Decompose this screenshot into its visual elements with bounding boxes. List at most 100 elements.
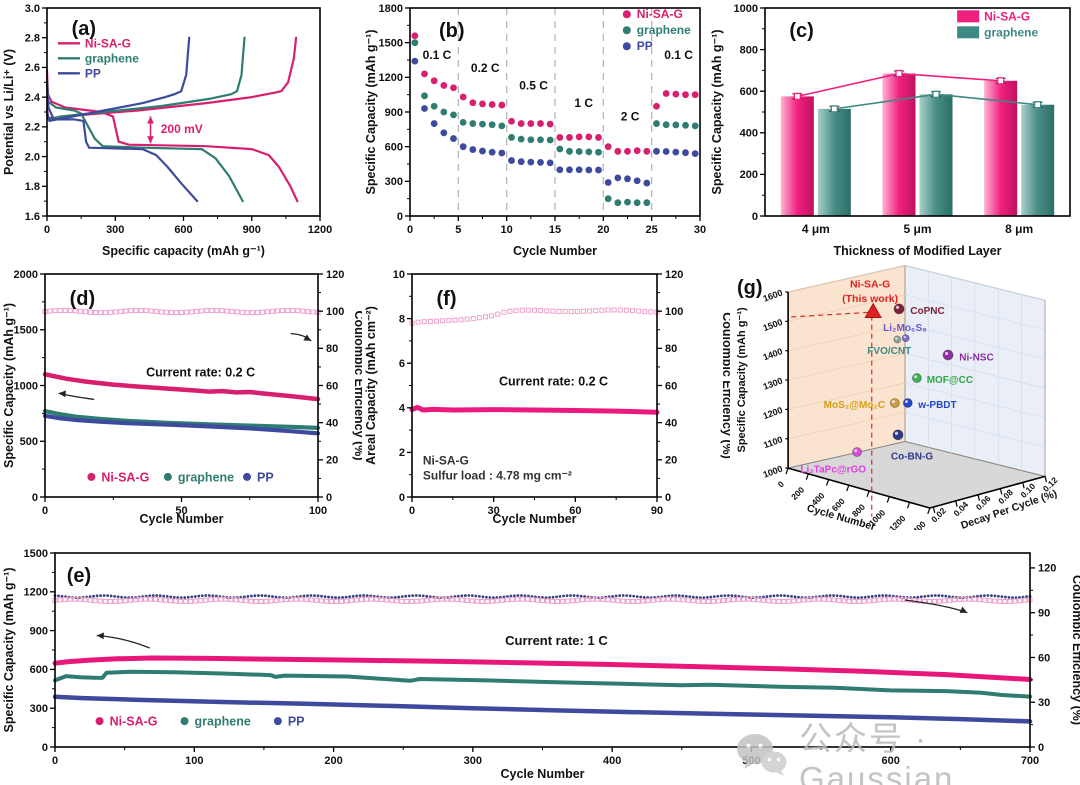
- svg-text:Cycle Number: Cycle Number: [139, 512, 223, 526]
- svg-text:600: 600: [740, 86, 758, 98]
- panel-f-areal-capacity: Current rate: 0.2 C Ni-SA-G Sulfur load : …: [362, 262, 730, 530]
- svg-text:2 C: 2 C: [621, 110, 640, 124]
- axes-b: 0 5 10 15 20 25 300300600900120015001800Cycle …: [364, 3, 706, 258]
- svg-text:1200: 1200: [308, 224, 332, 236]
- svg-text:0: 0: [407, 224, 413, 236]
- series-Ni-SA-G: [411, 32, 699, 155]
- svg-text:1.8: 1.8: [25, 181, 40, 193]
- legend-d: Ni-SA-G graphene PP: [87, 470, 274, 484]
- series-CE pink: [52, 596, 1033, 604]
- svg-text:60: 60: [665, 380, 677, 392]
- series-graphene: [53, 669, 1032, 699]
- svg-text:0: 0: [52, 755, 58, 767]
- watermark: 公众号 · Gaussian: [735, 712, 1080, 785]
- svg-text:0: 0: [397, 211, 403, 223]
- svg-text:0: 0: [42, 505, 48, 517]
- svg-text:Li₂TaPc@rGO: Li₂TaPc@rGO: [800, 465, 866, 476]
- series-Ni-SA-G discharge: [45, 69, 299, 203]
- svg-text:Specific capacity (mAh g⁻¹): Specific capacity (mAh g⁻¹): [102, 244, 265, 258]
- svg-text:0: 0: [399, 492, 405, 504]
- svg-text:600: 600: [174, 224, 192, 236]
- svg-text:Specific Capacity (mAh g⁻¹): Specific Capacity (mAh g⁻¹): [364, 30, 378, 195]
- svg-text:5: 5: [455, 224, 461, 236]
- svg-text:Cycle Number: Cycle Number: [492, 512, 576, 526]
- svg-text:Coulombic Effciency (%): Coulombic Effciency (%): [720, 312, 730, 459]
- axes-d: 0 50 1000500100015002000020406080100120Cyc…: [2, 269, 362, 526]
- svg-text:Co-BN-G: Co-BN-G: [891, 451, 933, 462]
- svg-text:0.5 C: 0.5 C: [519, 78, 548, 92]
- svg-text:100: 100: [665, 306, 683, 318]
- svg-text:Areal Capacity (mAh cm⁻²): Areal Capacity (mAh cm⁻²): [364, 306, 378, 465]
- svg-text:60: 60: [326, 380, 338, 392]
- svg-text:Ni-SA-G: Ni-SA-G: [85, 36, 131, 50]
- series-graphene: [411, 39, 699, 207]
- svg-text:0: 0: [326, 492, 332, 504]
- svg-text:0.2 C: 0.2 C: [471, 61, 500, 75]
- series-PP discharge: [45, 84, 199, 203]
- chart-b: 0.1 C 0.2 C 0.5 C 1 C 2 C 0.1 C Ni-SA-G graphen…: [362, 0, 708, 262]
- series-Ni-SA-G: [52, 655, 1033, 682]
- svg-text:graphene: graphene: [195, 715, 251, 729]
- legend-b: Ni-SA-G graphene PP: [622, 7, 691, 53]
- svg-text:graphene: graphene: [85, 51, 139, 65]
- svg-text:2.2: 2.2: [25, 122, 40, 134]
- series-CE: [409, 307, 660, 326]
- plot-area-c: [780, 69, 1055, 217]
- svg-text:MOF@CC: MOF@CC: [927, 375, 973, 386]
- svg-text:1000: 1000: [14, 380, 38, 392]
- svg-text:30: 30: [1038, 697, 1050, 709]
- svg-text:4 μm: 4 μm: [802, 222, 830, 236]
- svg-text:(f): (f): [437, 288, 457, 310]
- svg-text:2.8: 2.8: [25, 33, 40, 45]
- svg-text:Ni-SA-G: Ni-SA-G: [637, 7, 683, 21]
- svg-text:graphene: graphene: [637, 23, 691, 37]
- svg-text:120: 120: [1038, 563, 1056, 575]
- svg-text:Coulombic Efficiency (%): Coulombic Efficiency (%): [1070, 575, 1080, 725]
- wechat-icon: [737, 734, 787, 776]
- svg-text:25: 25: [646, 224, 658, 236]
- svg-text:2.0: 2.0: [25, 151, 40, 163]
- svg-text:(b): (b): [439, 20, 465, 42]
- svg-text:300: 300: [464, 755, 482, 767]
- legend-e: Ni-SA-G graphene PP: [95, 715, 305, 729]
- svg-text:Ni-SA-G: Ni-SA-G: [850, 278, 890, 290]
- svg-text:20: 20: [326, 455, 338, 467]
- svg-text:30: 30: [488, 505, 500, 517]
- plot-area-d: Current rate: 0.2 C: [42, 307, 321, 436]
- series-CE: [42, 307, 321, 316]
- svg-text:Ni-NSC: Ni-NSC: [959, 352, 993, 363]
- bar-series-graphene: [817, 90, 1055, 216]
- plot-area-e: Current rate: 1 C: [52, 594, 1033, 724]
- svg-text:200: 200: [324, 755, 342, 767]
- svg-text:Current rate: 0.2 C: Current rate: 0.2 C: [146, 366, 255, 380]
- svg-text:800: 800: [740, 44, 758, 56]
- svg-text:0: 0: [665, 492, 671, 504]
- svg-text:Current rate: 0.2 C: Current rate: 0.2 C: [499, 375, 608, 389]
- svg-text:0: 0: [409, 505, 415, 517]
- svg-text:120: 120: [326, 269, 344, 281]
- svg-text:90: 90: [1038, 607, 1050, 619]
- panel-e-long-cycling-1c: Current rate: 1 C Ni-SA-G graphene PP 0 100 20…: [0, 530, 1080, 785]
- svg-text:20: 20: [597, 224, 609, 236]
- svg-text:0: 0: [1038, 742, 1044, 754]
- svg-text:30: 30: [694, 224, 706, 236]
- series-graphene charge: [45, 36, 246, 121]
- svg-text:CoPNC: CoPNC: [910, 306, 944, 317]
- svg-text:50: 50: [175, 505, 187, 517]
- svg-text:120: 120: [665, 269, 683, 281]
- svg-text:8: 8: [399, 313, 405, 325]
- axes-a: 0 300 600 900 1200 1.6 1.8 2.0 2.2 2.4 2.6 2.8 3.0 Sp…: [2, 3, 332, 258]
- svg-text:Coulombic Efficiency (%): Coulombic Efficiency (%): [352, 310, 362, 460]
- svg-text:0: 0: [752, 211, 758, 223]
- plot-area-a: 200 mV: [45, 36, 299, 203]
- svg-text:1800: 1800: [379, 3, 403, 15]
- panel-d-cycling-02c: Current rate: 0.2 C Ni-SA-G graphene PP 0 50 1…: [0, 262, 362, 530]
- plot-area-b: 0.1 C 0.2 C 0.5 C 1 C 2 C 0.1 C: [411, 8, 699, 216]
- svg-text:Current rate: 1 C: Current rate: 1 C: [505, 633, 608, 648]
